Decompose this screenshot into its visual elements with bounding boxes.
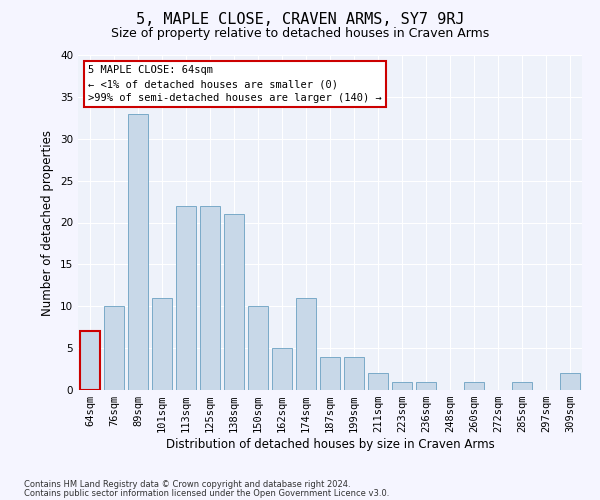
Y-axis label: Number of detached properties: Number of detached properties (41, 130, 55, 316)
Text: Size of property relative to detached houses in Craven Arms: Size of property relative to detached ho… (111, 28, 489, 40)
Bar (392, 382, 412, 390)
Bar (464, 382, 484, 390)
Bar (224, 214, 244, 390)
Bar (296, 298, 316, 390)
Text: 5 MAPLE CLOSE: 64sqm
← <1% of detached houses are smaller (0)
>99% of semi-detac: 5 MAPLE CLOSE: 64sqm ← <1% of detached h… (88, 65, 382, 103)
Bar (416, 382, 436, 390)
Bar (152, 298, 172, 390)
Bar (512, 382, 532, 390)
Bar (176, 206, 196, 390)
Bar (200, 206, 220, 390)
Bar (128, 114, 148, 390)
Text: 5, MAPLE CLOSE, CRAVEN ARMS, SY7 9RJ: 5, MAPLE CLOSE, CRAVEN ARMS, SY7 9RJ (136, 12, 464, 28)
Text: Contains HM Land Registry data © Crown copyright and database right 2024.: Contains HM Land Registry data © Crown c… (24, 480, 350, 489)
Bar (368, 373, 388, 390)
Bar (104, 306, 124, 390)
Bar (560, 373, 580, 390)
Bar (344, 356, 364, 390)
Bar (272, 348, 292, 390)
Bar (80, 332, 100, 390)
X-axis label: Distribution of detached houses by size in Craven Arms: Distribution of detached houses by size … (166, 438, 494, 451)
Bar (248, 306, 268, 390)
Bar (320, 356, 340, 390)
Text: Contains public sector information licensed under the Open Government Licence v3: Contains public sector information licen… (24, 488, 389, 498)
